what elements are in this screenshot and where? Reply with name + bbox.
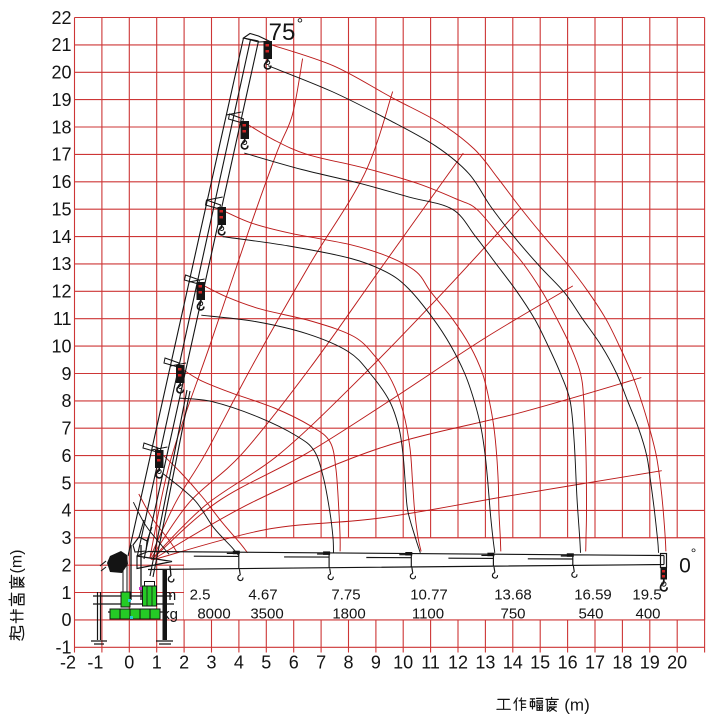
svg-text:11: 11 [421,653,440,673]
svg-text:17: 17 [51,145,71,165]
svg-text:22: 22 [51,8,71,28]
svg-text:4.67: 4.67 [248,587,277,604]
svg-text:19: 19 [51,90,71,110]
svg-text:°: ° [691,545,697,561]
svg-text:3500: 3500 [250,606,283,623]
svg-text:10.77: 10.77 [410,587,448,604]
svg-text:19.5: 19.5 [632,587,661,604]
svg-text:7: 7 [316,653,326,673]
svg-text:16: 16 [558,653,578,673]
svg-text:0: 0 [124,653,134,673]
svg-text:-1: -1 [55,638,71,658]
svg-text:14: 14 [51,227,71,247]
svg-text:1100: 1100 [412,606,444,623]
svg-text:11: 11 [53,309,72,329]
svg-text:4: 4 [61,501,71,521]
svg-text:19: 19 [640,653,660,673]
svg-text:400: 400 [635,606,660,623]
svg-text:1: 1 [61,583,71,603]
svg-text:8000: 8000 [197,606,230,623]
svg-text:21: 21 [51,35,71,55]
svg-text:(m): (m) [9,550,26,574]
svg-text:16.59: 16.59 [574,587,612,604]
svg-text:20: 20 [667,653,687,673]
svg-text:15: 15 [51,200,71,220]
svg-text:9: 9 [371,653,381,673]
svg-text:2: 2 [179,653,189,673]
svg-text:3: 3 [61,528,71,548]
svg-text:5: 5 [261,653,271,673]
svg-text:540: 540 [578,606,603,623]
svg-text:12: 12 [51,282,71,302]
svg-text:m: m [164,587,177,604]
svg-text:(m): (m) [564,696,589,715]
svg-text:75: 75 [269,19,296,46]
svg-text:7.75: 7.75 [331,587,360,604]
svg-text:7: 7 [61,419,71,439]
svg-text:kg: kg [162,606,178,623]
svg-text:750: 750 [500,606,525,623]
svg-text:6: 6 [61,446,71,466]
svg-text:-2: -2 [60,653,76,673]
svg-text:3: 3 [206,653,216,673]
svg-text:13: 13 [51,254,71,274]
svg-text:5: 5 [61,473,71,493]
svg-text:10: 10 [393,653,413,673]
svg-text:18: 18 [51,117,71,137]
svg-text:6: 6 [289,653,299,673]
svg-text:2.5: 2.5 [190,587,211,604]
svg-text:0: 0 [679,555,691,578]
svg-text:8: 8 [61,391,71,411]
svg-text:1: 1 [152,653,162,673]
svg-text:10: 10 [51,336,71,356]
svg-text:18: 18 [612,653,632,673]
svg-text:15: 15 [530,653,550,673]
svg-text:9: 9 [61,364,71,384]
svg-text:16: 16 [51,172,71,192]
svg-text:°: ° [297,16,303,33]
svg-text:8: 8 [343,653,353,673]
svg-text:14: 14 [503,653,523,673]
svg-text:13: 13 [475,653,495,673]
svg-text:0: 0 [61,610,71,630]
svg-text:1800: 1800 [332,606,365,623]
svg-text:17: 17 [585,653,605,673]
svg-text:2: 2 [61,556,71,576]
svg-text:12: 12 [448,653,468,673]
svg-text:13.68: 13.68 [494,587,532,604]
svg-text:4: 4 [234,653,244,673]
svg-text:-1: -1 [87,653,103,673]
svg-text:20: 20 [51,63,71,83]
